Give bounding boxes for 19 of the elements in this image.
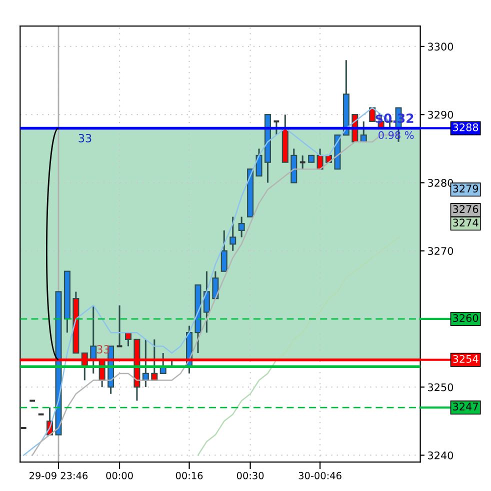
- y-tick-label: 3240: [428, 451, 454, 460]
- band-label: 33: [78, 134, 92, 142]
- annotation: 0.98 %: [378, 131, 414, 140]
- ref-line-label: 3260: [453, 314, 478, 322]
- text: 3274: [453, 218, 478, 227]
- x-tick-label: 30-00:46: [298, 472, 342, 480]
- x-tick-label: 00:30: [236, 472, 264, 480]
- ref-line-label: 3254: [453, 354, 478, 363]
- x-tick-label: 00:16: [176, 472, 203, 480]
- y-tick-label: 3270: [428, 247, 454, 255]
- x-tick-label: 00:00: [106, 472, 133, 480]
- text: 3279: [453, 184, 478, 193]
- text: 3276: [453, 205, 478, 214]
- ref-line-label: 3247: [453, 402, 478, 411]
- y-tick-label: 3290: [428, 110, 454, 119]
- ref-line-label: 3288: [453, 123, 478, 132]
- y-tick-label: 3250: [428, 383, 454, 392]
- y-tick-label: 3300: [428, 42, 454, 51]
- x-tick-label: 29-09 23:46: [30, 472, 88, 480]
